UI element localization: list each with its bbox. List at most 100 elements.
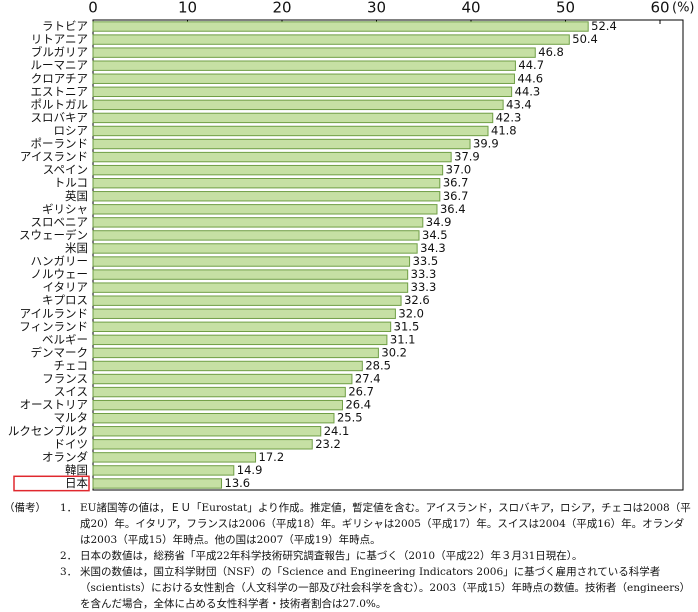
y-tick-label: ルクセンブルク <box>8 424 88 438</box>
bar <box>92 21 589 32</box>
y-tick-label: ドイツ <box>54 437 89 451</box>
bar <box>92 465 235 476</box>
y-tick-label: スイス <box>54 385 88 399</box>
bar <box>92 282 409 293</box>
value-label: 37.0 <box>446 163 472 177</box>
y-tick-label: 韓国 <box>65 463 88 477</box>
y-tick-label: リトアニア <box>31 32 88 46</box>
bar <box>92 269 409 280</box>
y-tick-label: 英国 <box>65 189 88 203</box>
value-label: 31.5 <box>394 319 420 333</box>
value-label: 27.4 <box>355 372 381 386</box>
y-tick-label: ベルギー <box>42 332 88 346</box>
y-tick-label: ノルウェー <box>31 267 89 281</box>
value-label: 37.9 <box>454 150 480 164</box>
bar <box>92 452 257 463</box>
value-label: 31.1 <box>390 332 416 346</box>
bar <box>92 112 494 124</box>
y-tick-label: キプロス <box>42 293 88 307</box>
notes-label: （備考） <box>4 502 46 514</box>
y-tick-label: イタリア <box>42 280 88 294</box>
bar <box>92 373 353 385</box>
value-label: 36.7 <box>443 189 469 203</box>
bar <box>92 34 570 45</box>
bar <box>92 217 424 228</box>
notes: （備考） 1． EU諸国等の値は，ＥＵ「Eurostat」より作成。推定値，暫定値… <box>4 500 694 612</box>
value-label: 36.4 <box>440 202 466 216</box>
x-unit: (%) <box>672 1 695 16</box>
bar <box>92 164 444 176</box>
note-number: 1． <box>60 502 78 514</box>
bar <box>92 321 392 333</box>
value-label: 44.7 <box>518 58 544 72</box>
plot-frame <box>92 19 684 491</box>
bar <box>92 47 536 58</box>
value-label: 26.7 <box>348 385 374 399</box>
x-tick-label: 10 <box>178 0 197 17</box>
bar <box>92 426 322 437</box>
bar <box>92 386 346 398</box>
value-label: 34.5 <box>422 228 448 242</box>
value-label: 36.7 <box>443 176 469 190</box>
bar <box>92 73 515 84</box>
note-text: 日本の数値は，総務省「平成22年科学技術研究調査報告」に基づく（2010（平成2… <box>80 550 583 562</box>
y-tick-label: フランス <box>42 372 88 386</box>
x-tick-label: 30 <box>367 0 386 17</box>
value-label: 41.8 <box>491 123 517 137</box>
value-label: 33.5 <box>413 254 439 268</box>
value-label: 14.9 <box>237 463 263 477</box>
chart: 0 10 20 30 40 50 60 (%) ラトビア 52.4 リトアニア 50.4 ブルガリア 46… <box>8 0 695 492</box>
value-label: 13.6 <box>225 476 251 490</box>
bar <box>92 204 438 215</box>
note-text: 米国の数値は，国立科学財団（NSF）の「Science and Engineer… <box>80 566 691 610</box>
bar <box>92 295 402 306</box>
highlight-box <box>13 475 90 492</box>
value-label: 39.9 <box>473 137 499 151</box>
y-tick-label: 米国 <box>65 241 88 255</box>
y-tick-label: スウェーデン <box>19 228 88 242</box>
y-tick-label: ブルガリア <box>31 45 88 59</box>
y-tick-label: クロアチア <box>31 71 88 85</box>
value-label: 30.2 <box>381 345 407 359</box>
x-tick-label: 20 <box>272 0 291 17</box>
x-tick-label: 0 <box>88 0 98 17</box>
value-label: 34.3 <box>420 241 446 255</box>
y-tick-label: デンマーク <box>31 345 89 359</box>
value-label: 42.3 <box>496 110 522 124</box>
bar <box>92 478 223 489</box>
value-label: 32.6 <box>404 293 430 307</box>
bar <box>92 177 441 189</box>
note: 1． EU諸国等の値は，ＥＵ「Eurostat」より作成。推定値，暫定値を含む。ア… <box>60 500 694 548</box>
y-tick-label: マルタ <box>54 411 89 425</box>
note-number: 3． <box>60 566 78 578</box>
bar <box>92 125 489 137</box>
value-label: 17.2 <box>259 450 285 464</box>
value-label: 23.2 <box>315 437 341 451</box>
y-tick-label: トルコ <box>54 176 88 190</box>
value-label: 44.3 <box>515 84 541 98</box>
bar <box>92 138 471 150</box>
bar <box>92 99 504 111</box>
x-tick-label: 40 <box>461 0 480 17</box>
y-tick-label: ポーランド <box>31 137 89 151</box>
bar <box>92 347 379 359</box>
bar <box>92 399 343 411</box>
value-label: 50.4 <box>572 32 598 46</box>
value-label: 52.4 <box>591 19 617 33</box>
value-label: 33.3 <box>411 280 437 294</box>
note: 2． 日本の数値は，総務省「平成22年科学技術研究調査報告」に基づく（2010（平… <box>60 548 694 564</box>
y-tick-label: スペイン <box>43 163 88 177</box>
y-tick-label: スロバキア <box>31 110 89 124</box>
bar <box>92 256 411 267</box>
bar <box>92 308 396 319</box>
y-tick-label: ハンガリー <box>31 254 89 268</box>
bar <box>92 360 363 372</box>
y-tick-label: ロシア <box>54 123 89 137</box>
y-tick-label: オランダ <box>42 450 88 464</box>
y-tick-label: ラトビア <box>42 19 88 33</box>
bar <box>92 243 418 254</box>
bar <box>92 191 441 202</box>
value-label: 34.9 <box>426 215 452 229</box>
value-label: 26.4 <box>345 398 371 412</box>
bar <box>92 230 420 241</box>
